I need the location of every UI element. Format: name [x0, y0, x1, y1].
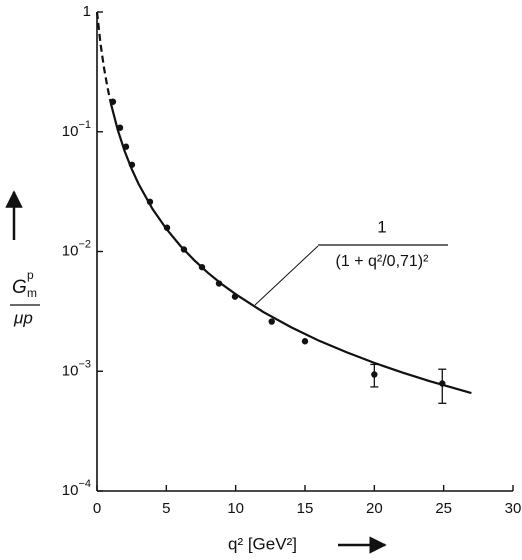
x-tick-label: 30 — [505, 500, 522, 517]
x-tick-label: 10 — [227, 500, 244, 517]
data-point — [128, 161, 136, 168]
data-point — [198, 263, 206, 271]
annotation-numerator: 1 — [377, 217, 386, 236]
data-point — [268, 318, 275, 325]
data-point — [146, 198, 154, 206]
y-tick-label: 1 — [83, 3, 91, 20]
x-axis-label: q² [GeV²] — [228, 534, 297, 553]
x-tick-label: 15 — [297, 500, 314, 517]
data-point — [215, 280, 223, 287]
data-point — [371, 371, 378, 378]
data-point — [163, 224, 171, 231]
annotation-denominator: (1 + q²/0,71)² — [336, 253, 430, 270]
y-axis-label: G p m μp — [10, 268, 40, 327]
x-tick-label: 20 — [366, 500, 383, 517]
y-label-sup: p — [27, 268, 34, 282]
data-point — [180, 246, 188, 253]
fit-curve — [109, 103, 472, 395]
data-point — [439, 380, 446, 387]
y-tick-label: 10−4 — [62, 478, 91, 499]
fit-curve — [95, 11, 112, 104]
y-label-sub: m — [27, 286, 37, 300]
x-tick-label: 0 — [93, 500, 101, 517]
annotation: 1 (1 + q²/0,71)² — [254, 217, 448, 306]
data-point — [109, 98, 117, 105]
data-point — [122, 143, 130, 150]
annotation-leader — [254, 245, 319, 306]
y-label-symbol: G — [12, 277, 27, 298]
data-point — [231, 293, 239, 300]
data-point — [116, 124, 124, 131]
y-tick-label: 10−2 — [62, 238, 91, 259]
x-tick-label: 25 — [435, 500, 452, 517]
y-label-denominator: μp — [13, 308, 33, 327]
x-tick-label: 5 — [162, 500, 170, 517]
y-tick-label: 10−1 — [62, 119, 91, 140]
y-tick-label: 10−3 — [62, 358, 91, 379]
data-point — [301, 338, 309, 345]
